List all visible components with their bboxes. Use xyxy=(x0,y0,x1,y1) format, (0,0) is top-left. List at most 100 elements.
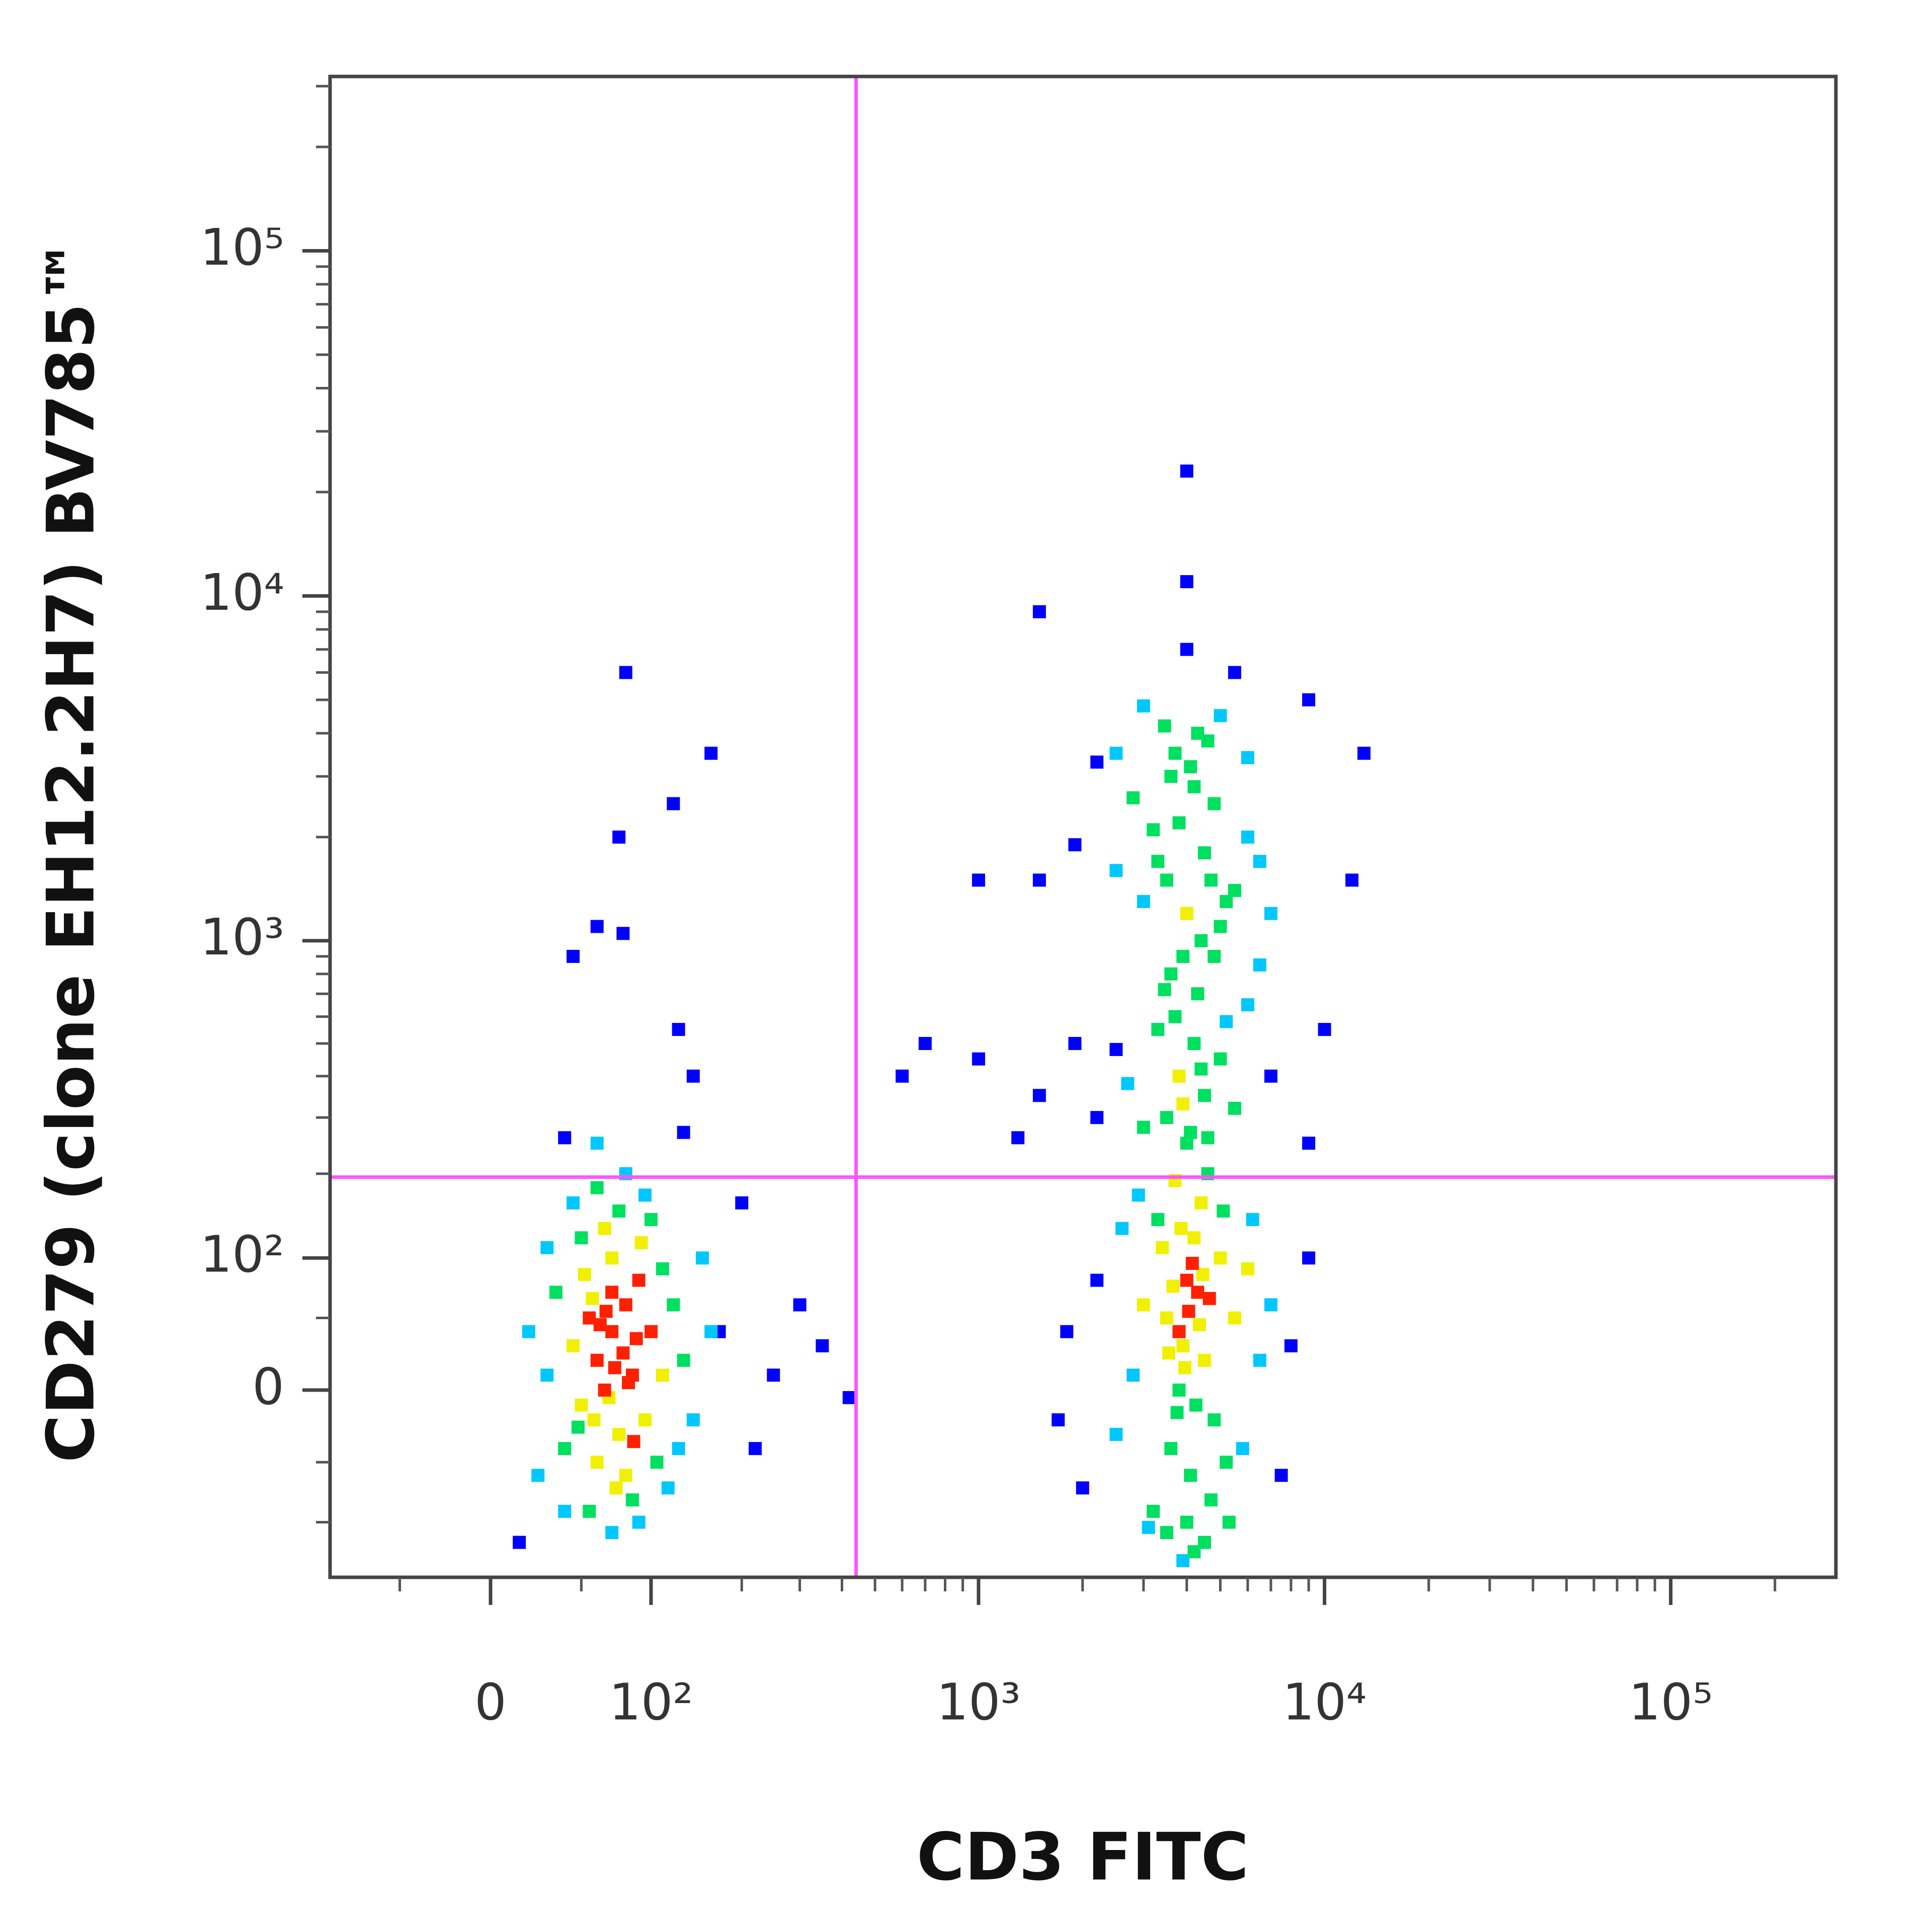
event-point xyxy=(1176,1554,1190,1567)
event-point xyxy=(1137,1298,1150,1312)
event-point xyxy=(1168,1010,1182,1023)
event-point xyxy=(583,1504,596,1518)
event-point xyxy=(625,1493,639,1507)
event-point xyxy=(612,830,626,844)
axes: 0 10² 10³ 10⁴ 10⁵ 0 10² 10³ 10⁴ 10⁵ xyxy=(200,85,1777,1731)
event-point xyxy=(1109,1427,1123,1441)
event-point xyxy=(1228,1311,1241,1325)
y-tick-label: 0 xyxy=(252,1357,284,1416)
event-point xyxy=(619,666,632,679)
gates xyxy=(330,76,1836,1577)
event-point xyxy=(1214,709,1227,722)
event-point xyxy=(1191,1285,1204,1299)
event-point xyxy=(586,1292,599,1305)
event-point xyxy=(1189,1398,1202,1412)
event-point xyxy=(1253,855,1266,868)
y-axis-title: CD279 (clone EH12.2H7) BV785™ xyxy=(33,238,109,1463)
event-point xyxy=(632,1515,646,1529)
event-point xyxy=(1184,1469,1197,1482)
event-point xyxy=(1201,734,1215,748)
event-point xyxy=(634,1236,648,1249)
event-point xyxy=(1160,873,1173,887)
event-point xyxy=(1182,1305,1195,1318)
event-point xyxy=(590,920,604,933)
event-point xyxy=(605,1325,619,1338)
event-point xyxy=(558,1131,572,1145)
event-point xyxy=(1222,1515,1236,1529)
event-point xyxy=(587,1413,601,1427)
event-point xyxy=(599,1305,613,1318)
event-point xyxy=(1176,949,1190,963)
event-point xyxy=(1214,1251,1227,1265)
event-point xyxy=(1228,1101,1241,1115)
event-point xyxy=(1202,1292,1216,1305)
event-point xyxy=(1172,1325,1186,1338)
event-point xyxy=(793,1298,807,1312)
event-point xyxy=(695,1251,709,1265)
event-point xyxy=(1162,1346,1176,1360)
event-point xyxy=(1264,1298,1278,1312)
event-point xyxy=(1194,1196,1208,1210)
event-point xyxy=(609,1481,623,1495)
event-point xyxy=(1220,895,1233,908)
event-point xyxy=(842,1391,856,1404)
event-point xyxy=(816,1339,829,1352)
event-point xyxy=(1236,1442,1249,1456)
event-point xyxy=(1147,1504,1160,1518)
event-point xyxy=(1156,1241,1169,1254)
event-point xyxy=(656,1262,669,1275)
event-point xyxy=(644,1325,658,1338)
event-point xyxy=(1060,1325,1074,1338)
points xyxy=(513,464,1371,1567)
event-point xyxy=(1151,1023,1165,1036)
event-point xyxy=(522,1325,535,1338)
event-point xyxy=(1158,983,1171,996)
x-tick-label: 0 xyxy=(474,1672,507,1731)
event-point xyxy=(1176,1097,1190,1111)
event-point xyxy=(1184,1125,1197,1139)
event-point xyxy=(1214,1052,1227,1066)
x-axis-title: CD3 FITC xyxy=(917,1819,1249,1895)
event-point xyxy=(593,1318,607,1332)
event-point xyxy=(627,1435,640,1448)
event-point xyxy=(638,1188,652,1202)
event-point xyxy=(1164,967,1178,981)
event-point xyxy=(896,1069,909,1083)
event-point xyxy=(656,1369,669,1382)
event-point xyxy=(1197,1353,1211,1367)
event-point xyxy=(1180,907,1193,920)
x-tick-label: 10² xyxy=(609,1672,693,1731)
event-point xyxy=(571,1420,585,1434)
event-point xyxy=(1274,1469,1288,1482)
event-point xyxy=(1214,920,1227,933)
event-point xyxy=(1109,747,1123,760)
event-point xyxy=(1172,1069,1186,1083)
event-point xyxy=(1180,464,1193,478)
event-point xyxy=(672,1023,685,1036)
x-tick-label: 10⁵ xyxy=(1629,1672,1713,1731)
event-point xyxy=(1246,1213,1259,1226)
event-point xyxy=(632,1273,646,1287)
event-point xyxy=(1170,1406,1184,1419)
event-point xyxy=(972,1052,985,1066)
event-point xyxy=(1253,1353,1266,1367)
event-point xyxy=(1176,1339,1190,1352)
event-point xyxy=(1264,1069,1278,1083)
event-point xyxy=(1187,1231,1201,1245)
event-point xyxy=(1302,1251,1316,1265)
event-point xyxy=(1192,1318,1206,1332)
event-point xyxy=(1180,1273,1193,1287)
event-point xyxy=(567,949,580,963)
event-point xyxy=(1196,1268,1210,1281)
event-point xyxy=(1185,1257,1199,1270)
event-point xyxy=(1109,864,1123,877)
event-point xyxy=(667,797,680,811)
event-point xyxy=(1318,1023,1331,1036)
event-point xyxy=(1191,987,1204,1001)
x-tick-label: 10⁴ xyxy=(1282,1672,1366,1731)
event-point xyxy=(1187,1545,1201,1559)
event-point xyxy=(767,1369,780,1382)
event-point xyxy=(1151,1213,1165,1226)
